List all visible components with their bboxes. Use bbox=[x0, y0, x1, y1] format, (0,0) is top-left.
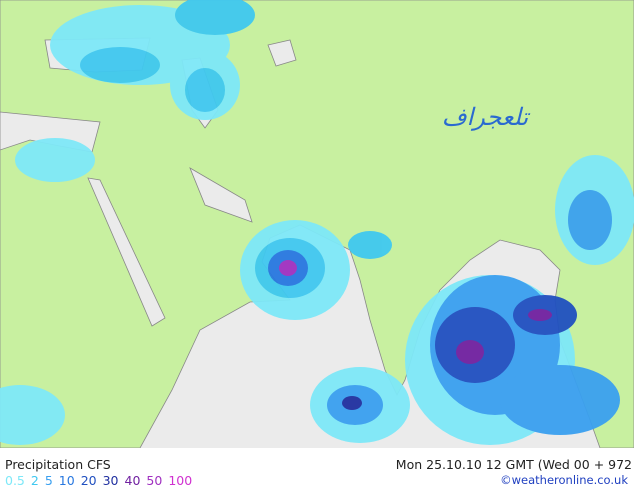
map: تلعجراف bbox=[0, 0, 634, 448]
red-sea bbox=[87, 177, 166, 327]
credit[interactable]: ©weatheronline.co.uk bbox=[500, 473, 628, 487]
watermark: تلعجراف bbox=[442, 103, 531, 131]
aral-sea bbox=[267, 39, 297, 67]
legend-item: 50 bbox=[146, 473, 163, 488]
legend-item: 20 bbox=[80, 473, 97, 488]
map-title: Precipitation CFS bbox=[5, 457, 111, 472]
legend-item: 100 bbox=[168, 473, 193, 488]
legend-item: 0.5 bbox=[5, 473, 25, 488]
legend-item: 2 bbox=[30, 473, 39, 488]
legend-item: 5 bbox=[44, 473, 53, 488]
legend-item: 10 bbox=[58, 473, 75, 488]
timestamp: Mon 25.10.10 12 GMT (Wed 00 + 972 bbox=[395, 457, 632, 472]
persian-gulf bbox=[189, 167, 253, 223]
legend-item: 40 bbox=[124, 473, 141, 488]
legend: 0.5 2 5 10 20 30 40 50 100 bbox=[5, 473, 198, 488]
precipitation bbox=[0, 0, 634, 445]
legend-item: 30 bbox=[102, 473, 119, 488]
